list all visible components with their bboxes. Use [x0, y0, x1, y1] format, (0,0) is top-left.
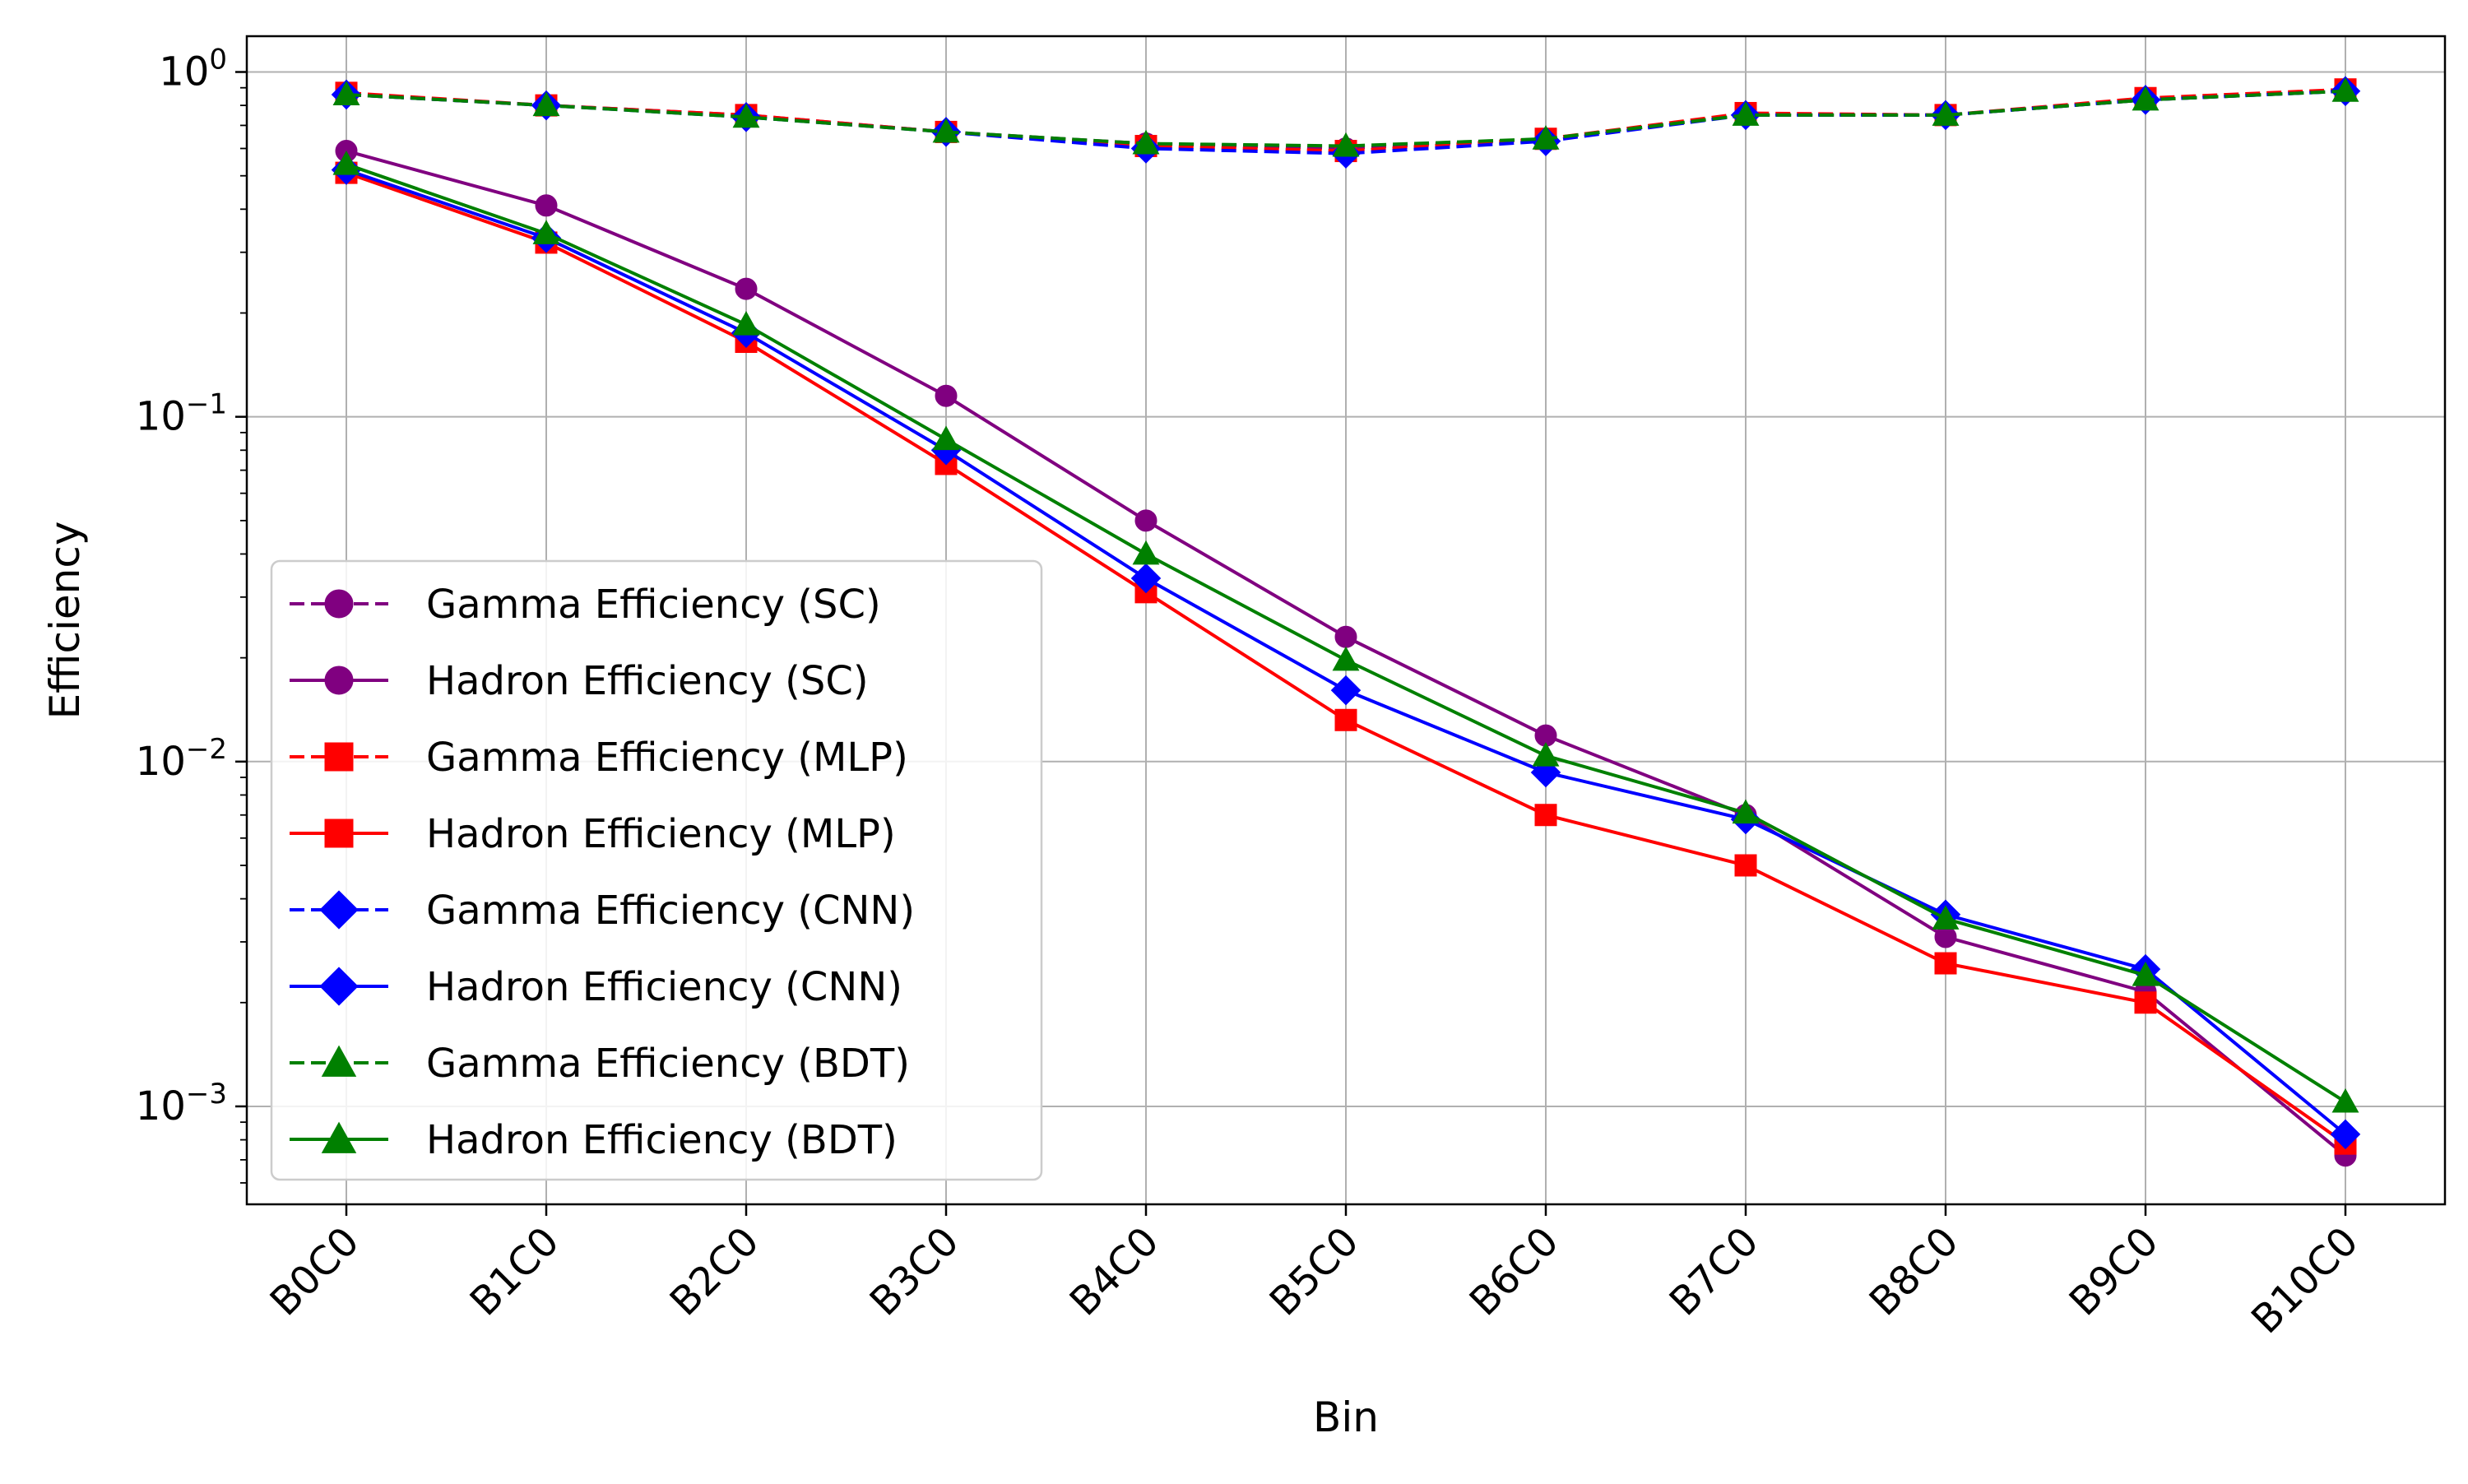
data-point-square: [324, 742, 354, 772]
data-point-square: [1534, 804, 1557, 827]
data-point-diamond: [319, 890, 359, 930]
legend-label: Hadron Efficiency (MLP): [426, 811, 896, 857]
data-point-triangle: [1132, 540, 1160, 565]
data-point-diamond: [1330, 675, 1362, 706]
legend-entry: Hadron Efficiency (MLP): [290, 811, 896, 857]
data-point-circle: [324, 665, 354, 695]
data-point-triangle: [2132, 961, 2160, 986]
data-point-triangle: [1932, 101, 1960, 126]
legend-label: Hadron Efficiency (BDT): [426, 1117, 898, 1163]
data-point-triangle: [732, 311, 760, 336]
legend-label: Gamma Efficiency (SC): [426, 582, 881, 628]
data-point-square: [2134, 991, 2157, 1014]
data-point-triangle: [1332, 646, 1360, 671]
legend-label: Hadron Efficiency (SC): [426, 658, 869, 704]
legend-entry: Gamma Efficiency (BDT): [290, 1041, 910, 1087]
legend-entry: Hadron Efficiency (CNN): [290, 964, 902, 1010]
data-point-square: [1934, 952, 1957, 975]
data-point-circle: [535, 194, 558, 217]
x-axis-title: Bin: [1313, 1394, 1379, 1441]
series-7: [332, 77, 2359, 157]
data-point-square: [324, 819, 354, 848]
series-layer: [331, 76, 2361, 1167]
data-point-triangle: [532, 91, 560, 117]
data-point-triangle: [332, 151, 360, 175]
data-point-circle: [324, 589, 354, 619]
data-point-diamond: [319, 967, 359, 1006]
data-point-triangle: [1532, 125, 1560, 150]
legend-label: Gamma Efficiency (CNN): [426, 888, 915, 934]
data-point-diamond: [2330, 1119, 2361, 1150]
data-point-triangle: [2331, 1087, 2359, 1113]
data-point-triangle: [532, 220, 560, 244]
data-point-triangle: [1732, 101, 1760, 126]
series-line: [346, 89, 2346, 148]
legend-label: Gamma Efficiency (MLP): [426, 735, 908, 781]
data-point-triangle: [332, 81, 360, 105]
y-tick-label: 100: [159, 44, 227, 95]
data-point-square: [1334, 708, 1357, 731]
legend-entry: Gamma Efficiency (MLP): [290, 735, 908, 781]
data-point-diamond: [1130, 563, 1162, 594]
data-point-square: [1734, 854, 1757, 877]
data-point-triangle: [732, 103, 760, 128]
data-point-circle: [735, 277, 758, 300]
legend-label: Hadron Efficiency (CNN): [426, 964, 902, 1010]
data-point-triangle: [321, 1045, 357, 1077]
data-point-triangle: [1532, 742, 1560, 767]
legend-box: [270, 559, 1043, 1181]
data-point-triangle: [2132, 86, 2160, 111]
data-point-circle: [935, 384, 958, 407]
legend: Gamma Efficiency (SC) Hadron Efficiency (…: [270, 559, 1043, 1181]
data-point-triangle: [321, 1121, 357, 1153]
data-point-triangle: [2331, 77, 2359, 102]
y-tick-label: 10−2: [136, 733, 227, 785]
data-point-triangle: [1932, 905, 1960, 930]
legend-entry: Gamma Efficiency (SC): [290, 582, 881, 628]
data-point-triangle: [1132, 129, 1160, 155]
y-tick-label: 10−1: [136, 388, 227, 440]
data-point-triangle: [932, 118, 960, 143]
data-point-circle: [1134, 509, 1157, 532]
legend-entry: Hadron Efficiency (BDT): [290, 1117, 898, 1163]
data-point-triangle: [1332, 132, 1360, 157]
legend-label: Gamma Efficiency (BDT): [426, 1041, 910, 1087]
y-axis-title: Efficiency: [41, 522, 89, 720]
data-point-triangle: [932, 425, 960, 451]
legend-entry: Gamma Efficiency (CNN): [290, 888, 915, 934]
data-point-triangle: [1732, 799, 1760, 824]
legend-entry: Hadron Efficiency (SC): [290, 658, 869, 704]
y-tick-label: 10−3: [136, 1078, 227, 1129]
series-8: [332, 151, 2359, 1113]
data-point-circle: [1334, 625, 1357, 648]
